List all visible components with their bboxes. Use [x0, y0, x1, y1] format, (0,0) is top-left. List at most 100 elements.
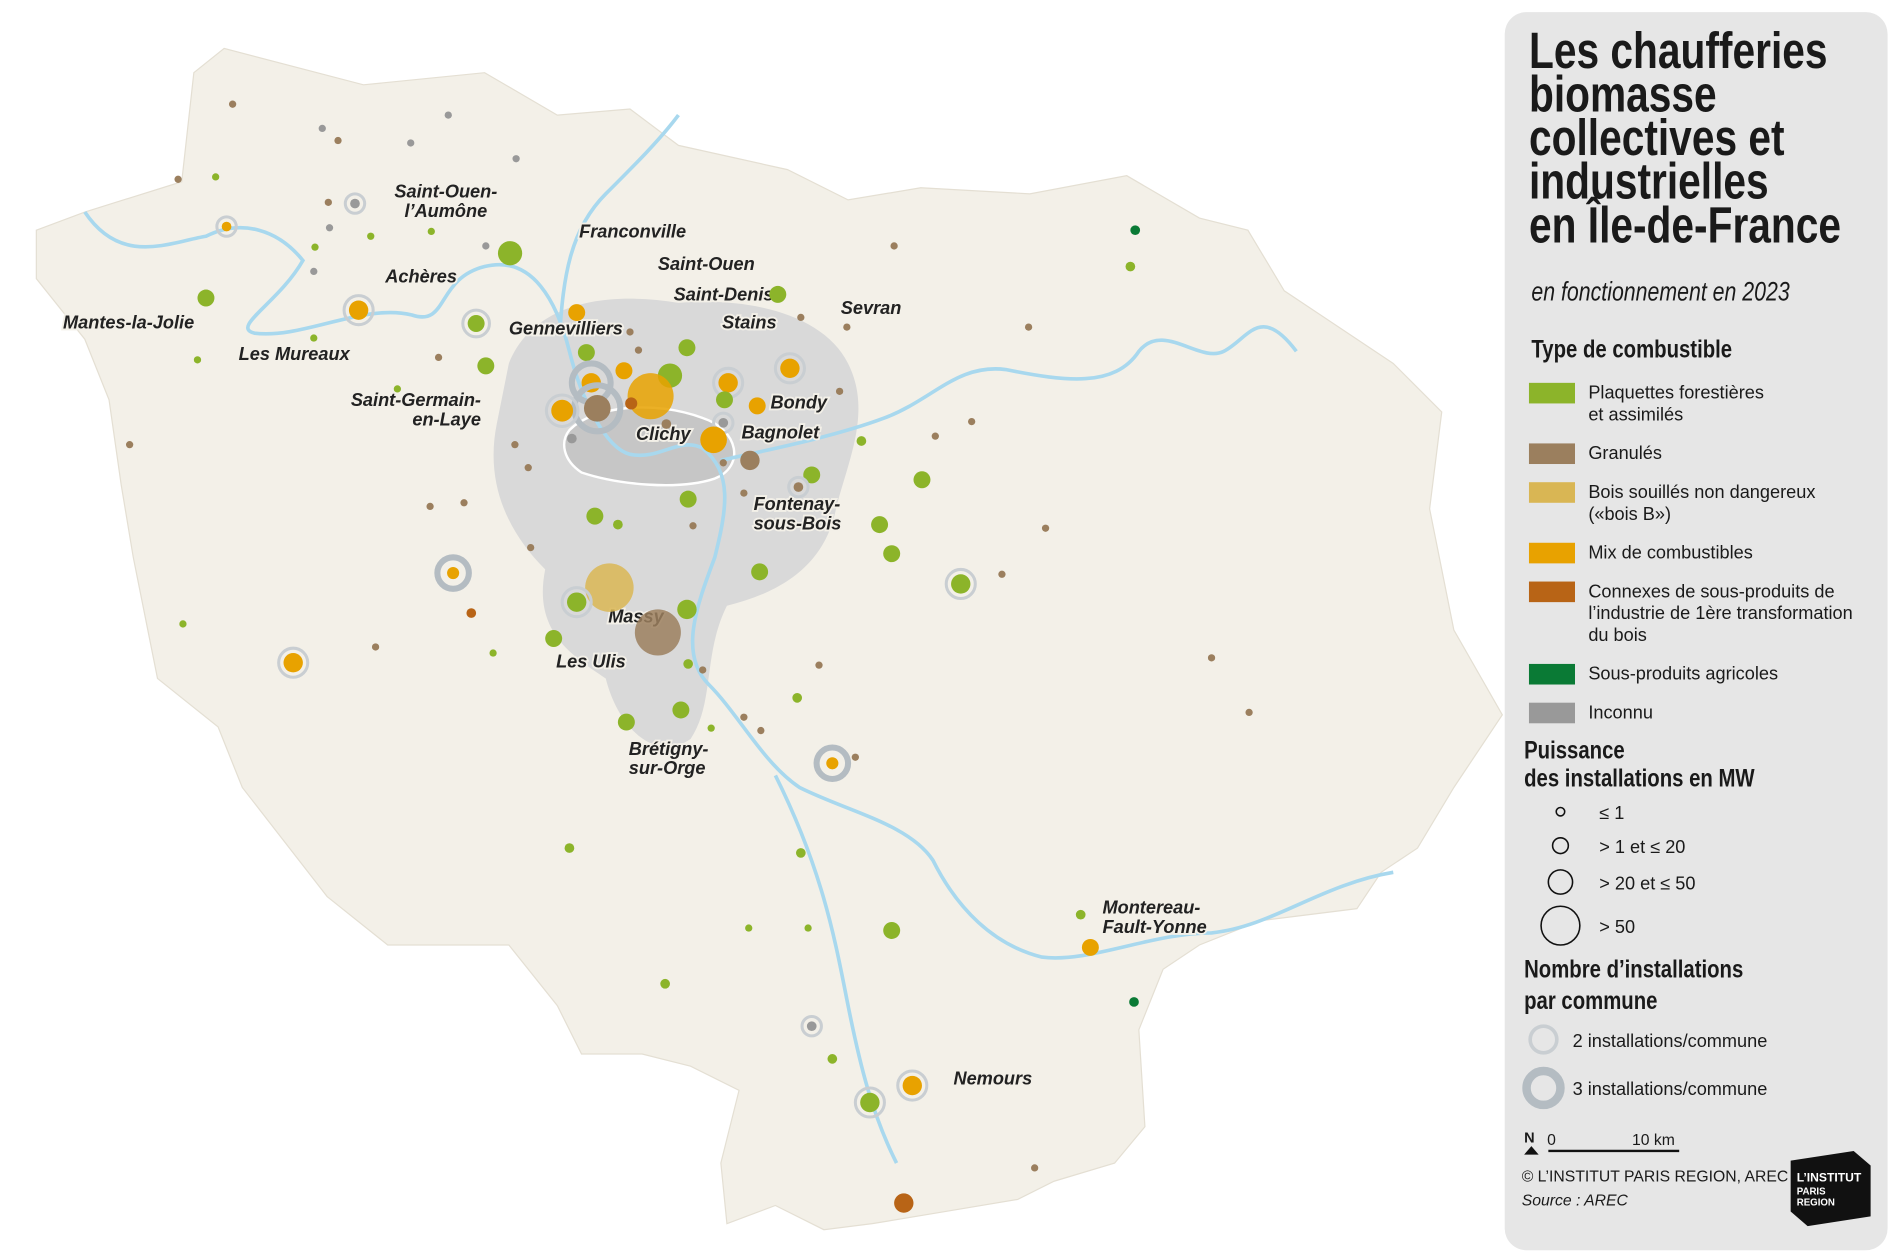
north-label: N	[1524, 1130, 1534, 1146]
commune-ring	[944, 567, 977, 601]
installation	[586, 507, 604, 525]
legend-label: > 1 et ≤ 20	[1599, 837, 1685, 857]
place-label: Stains	[722, 312, 777, 332]
installation	[1031, 1164, 1039, 1172]
installation	[678, 339, 696, 357]
legend-label: et assimilés	[1588, 404, 1683, 424]
legend-symbol	[1555, 806, 1566, 817]
legend-symbol	[1540, 905, 1581, 946]
installation	[545, 630, 563, 647]
river	[773, 774, 899, 1164]
place-label: Saint-Denis	[674, 284, 774, 304]
legend-label: l’industrie de 1ère transformation	[1588, 603, 1852, 623]
legend-heading: des installations en MW	[1524, 763, 1755, 792]
installation	[780, 358, 800, 378]
installations	[126, 100, 1253, 1213]
installation	[625, 397, 638, 410]
rivers	[83, 114, 1394, 1164]
installation	[1129, 997, 1139, 1007]
place-label: Achères	[384, 266, 457, 286]
installation	[512, 155, 520, 163]
legend-symbol	[1528, 1024, 1559, 1055]
installation	[627, 373, 674, 420]
installation	[367, 232, 375, 240]
legend-heading: Nombre d’installations	[1524, 955, 1743, 984]
installation	[740, 713, 748, 721]
scale-label: 0	[1547, 1132, 1556, 1149]
installation	[826, 757, 839, 770]
title-line: biomasse	[1529, 65, 1717, 122]
place-label: Saint-Ouen	[658, 254, 755, 274]
commune-ring	[571, 382, 624, 435]
commune-ring	[773, 352, 806, 385]
legend-label: Connexes de sous-produits de	[1588, 581, 1834, 601]
place-label: en-Laye	[412, 409, 481, 429]
legend-label: > 50	[1599, 917, 1635, 937]
legend-label: Granulés	[1588, 443, 1662, 463]
place-label: Sevran	[841, 298, 902, 318]
installation	[931, 432, 939, 440]
installation	[806, 1021, 817, 1032]
legend-label: Sous-produits agricoles	[1588, 664, 1778, 684]
installation	[1024, 323, 1033, 331]
installation	[1130, 225, 1141, 236]
title-line: industrielles	[1529, 152, 1769, 209]
installation	[551, 399, 574, 422]
commune-ring	[896, 1069, 929, 1102]
region-outline	[35, 47, 1504, 1231]
installation	[700, 426, 727, 454]
place-label: Mantes-la-Jolie	[63, 312, 194, 332]
legend-swatch	[1528, 581, 1575, 603]
installation	[672, 701, 690, 719]
installation	[221, 221, 232, 232]
power-legend: ≤ 1 > 1 et ≤ 20 > 20 et ≤ 50 > 50	[1540, 803, 1696, 946]
installation	[348, 300, 369, 320]
place-label: Fontenay-	[754, 494, 841, 514]
installation	[524, 464, 532, 472]
credit: © L’INSTITUT PARIS REGION, AREC 2025	[1522, 1168, 1828, 1185]
installation	[683, 659, 693, 669]
installation	[851, 753, 859, 761]
installation	[634, 346, 643, 354]
legend-swatch	[1528, 663, 1575, 685]
commune-ring	[215, 215, 238, 238]
installation	[1041, 524, 1050, 532]
installation	[467, 315, 485, 332]
installation	[567, 433, 577, 444]
commune-ring	[343, 192, 367, 215]
scale-label: 10 km	[1632, 1132, 1675, 1149]
commune-ring	[342, 294, 375, 327]
place-label: Nemours	[953, 1068, 1032, 1088]
installation	[310, 334, 318, 342]
legend-label: ≤ 1	[1599, 803, 1624, 823]
river	[557, 114, 680, 334]
installation	[371, 643, 380, 651]
installation	[426, 502, 434, 511]
installation	[283, 653, 303, 673]
place-label: Montereau-	[1103, 898, 1201, 918]
legend-label: Plaquettes forestières	[1588, 383, 1764, 403]
installation	[310, 267, 318, 276]
commune-ring	[800, 1014, 823, 1038]
installation	[1081, 938, 1099, 956]
place-label: l’Aumône	[404, 201, 487, 221]
installation	[748, 397, 766, 415]
installation	[407, 139, 415, 147]
installation	[894, 1193, 914, 1213]
place-label: Fault-Yonne	[1103, 917, 1207, 937]
place-label: Gennevilliers	[509, 318, 623, 338]
installation	[871, 516, 889, 534]
installation	[835, 387, 844, 395]
installation	[716, 391, 733, 409]
installation	[613, 519, 623, 530]
installation	[968, 417, 976, 426]
installation	[740, 450, 760, 471]
installation	[212, 173, 220, 181]
installation	[615, 362, 633, 380]
installation	[718, 373, 738, 393]
installation	[126, 441, 134, 449]
place-label: Saint-Ouen-	[394, 181, 497, 201]
installation	[460, 499, 468, 507]
